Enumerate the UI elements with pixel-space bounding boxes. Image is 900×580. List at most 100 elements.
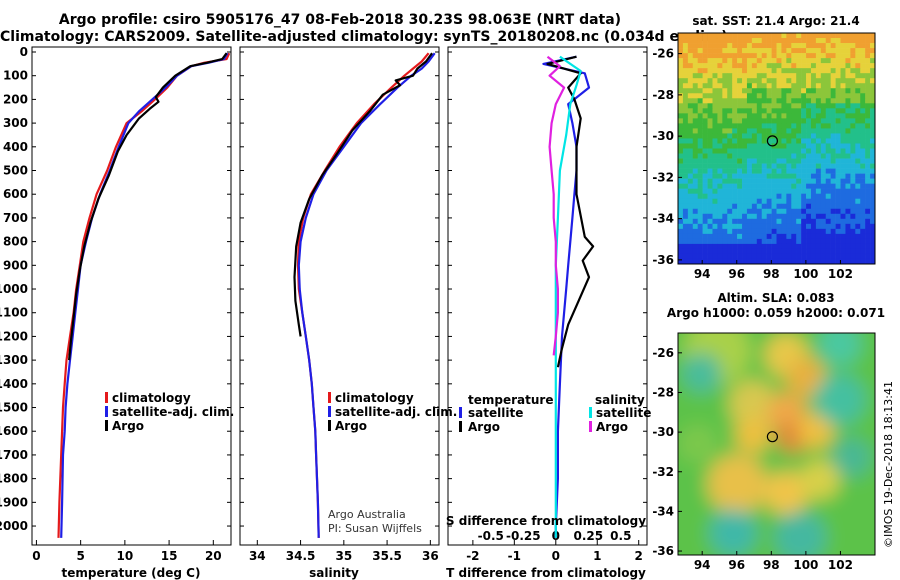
sst-cell (732, 58, 738, 64)
sst-cell (766, 68, 772, 74)
map-y-tick-label: -32 (652, 170, 674, 184)
sst-cell (697, 178, 703, 184)
sst-cell (865, 233, 871, 240)
sst-cell (810, 73, 817, 79)
sst-cell (845, 248, 851, 255)
sst-cell (727, 138, 733, 144)
sst-cell (727, 188, 733, 194)
sst-cell (791, 203, 797, 210)
sst-cell (825, 168, 831, 174)
sst-cell (825, 213, 831, 220)
sst-cell (702, 148, 708, 154)
sst-cell (771, 248, 777, 255)
sst-cell (796, 78, 802, 84)
sst-cell (825, 133, 831, 139)
sst-cell (702, 218, 708, 225)
map-y-tick-label: -28 (652, 88, 674, 102)
sst-cell (687, 258, 694, 265)
sst-cell (751, 43, 758, 49)
sst-cell (825, 173, 831, 179)
sst-cell (791, 123, 797, 129)
map-y-tick-label: -26 (652, 47, 674, 61)
sst-cell (776, 173, 782, 179)
sst-cell (737, 113, 743, 119)
sst-cell (845, 188, 851, 194)
sst-cell (865, 193, 871, 200)
sst-cell (835, 188, 841, 194)
sst-cell (845, 133, 851, 139)
sst-cell (687, 93, 694, 99)
sst-cell (781, 78, 787, 84)
sst-cell (732, 103, 738, 109)
sst-cell (712, 228, 718, 235)
sst-cell (756, 198, 763, 205)
sst-cell (742, 63, 748, 69)
sst-cell (830, 88, 836, 94)
sst-cell (766, 143, 772, 149)
sst-cell (722, 138, 728, 144)
sst-cell (830, 73, 836, 79)
sst-cell (835, 78, 841, 84)
sst-cell (815, 208, 822, 215)
sst-cell (727, 103, 733, 109)
sst-cell (796, 193, 802, 200)
sst-cell (860, 193, 866, 200)
sst-cell (751, 213, 758, 220)
sst-cell (870, 38, 876, 44)
sst-cell (860, 158, 866, 164)
sst-cell (786, 253, 792, 260)
sst-cell (727, 68, 733, 74)
sst-cell (687, 33, 694, 39)
sst-cell (766, 158, 772, 164)
sst-cell (825, 68, 831, 74)
sst-cell (707, 103, 713, 109)
sst-cell (702, 68, 708, 74)
sst-cell (830, 63, 836, 69)
sst-cell (727, 228, 733, 235)
sst-cell (791, 73, 797, 79)
sst-cell (830, 118, 836, 124)
sst-cell (870, 183, 876, 189)
sst-cell (692, 163, 698, 169)
sst-cell (855, 193, 861, 200)
sst-cell (756, 83, 763, 89)
sst-cell (687, 98, 694, 104)
sst-cell (820, 108, 827, 114)
sst-cell (707, 108, 713, 114)
sst-cell (751, 73, 758, 79)
sst-cell (791, 198, 797, 205)
sst-cell (815, 133, 822, 139)
sst-cell (737, 223, 743, 230)
sst-cell (727, 213, 733, 220)
sst-cell (835, 58, 841, 64)
sst-cell (845, 128, 851, 134)
sst-cell (825, 153, 831, 159)
sst-cell (845, 258, 851, 265)
sst-cell (751, 58, 758, 64)
sst-cell (702, 38, 708, 44)
sst-cell (835, 83, 841, 89)
sst-cell (697, 248, 703, 255)
sst-cell (796, 93, 802, 99)
sst-cell (870, 158, 876, 164)
map-x-tick-label: 100 (793, 267, 818, 281)
legend-label-climatology: climatology (335, 391, 414, 405)
sst-cell (742, 58, 748, 64)
sst-cell (732, 173, 738, 179)
sst-cell (840, 208, 846, 215)
sst-cell (746, 48, 753, 54)
sst-cell (781, 33, 787, 39)
sst-cell (860, 58, 866, 64)
sst-cell (737, 93, 743, 99)
sst-cell (796, 208, 802, 215)
sst-cell (727, 48, 733, 54)
sst-cell (835, 183, 841, 189)
sst-cell (850, 33, 856, 39)
sst-cell (761, 33, 767, 39)
sst-cell (830, 193, 836, 200)
sst-cell (806, 178, 812, 184)
sst-cell (692, 68, 698, 74)
sst-cell (796, 128, 802, 134)
sst-cell (687, 68, 694, 74)
sst-cell (781, 58, 787, 64)
